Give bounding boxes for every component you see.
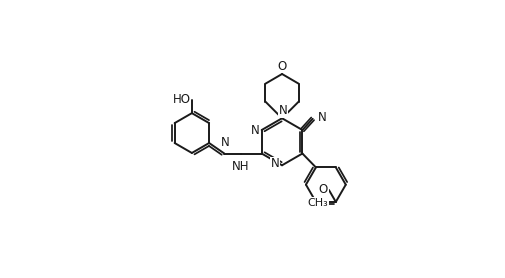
Text: O: O [318,183,327,197]
Text: HO: HO [172,93,190,106]
Text: N: N [220,136,229,149]
Text: O: O [277,59,286,73]
Text: CH₃: CH₃ [307,198,327,208]
Text: N: N [278,104,287,117]
Text: NH: NH [232,160,249,173]
Text: N: N [250,123,259,136]
Text: N: N [317,111,326,124]
Text: N: N [271,157,279,170]
